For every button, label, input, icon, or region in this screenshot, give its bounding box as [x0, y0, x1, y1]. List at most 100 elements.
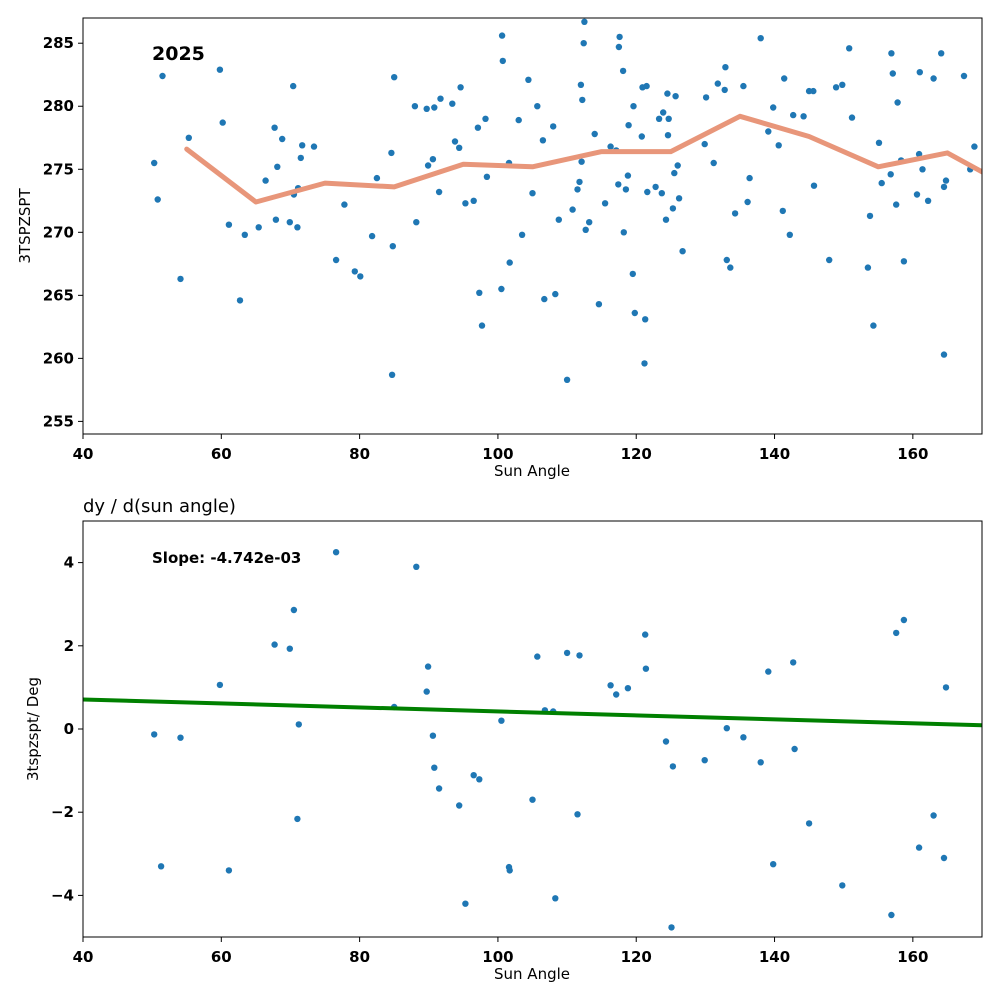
data-point — [893, 629, 900, 637]
data-point — [900, 258, 908, 265]
data-point — [555, 216, 562, 223]
data-point — [919, 166, 926, 173]
y-tick-label: 285 — [43, 34, 74, 52]
data-point — [615, 43, 623, 51]
panel-annotation: Slope: -4.742e-03 — [152, 549, 301, 567]
y-axis-label: 3tspzspt/ Deg — [24, 677, 42, 781]
data-point — [710, 159, 717, 167]
data-point — [938, 50, 945, 57]
data-point — [389, 243, 396, 250]
data-point — [431, 104, 438, 111]
data-point — [586, 219, 593, 226]
x-tick-label: 140 — [759, 948, 790, 966]
data-point — [800, 113, 807, 120]
x-tick-label: 120 — [621, 445, 652, 463]
data-point — [770, 104, 777, 111]
data-point — [294, 815, 301, 823]
data-point — [424, 162, 432, 169]
fit-line — [83, 697, 982, 728]
data-point — [658, 190, 665, 197]
data-point — [642, 665, 650, 672]
data-point — [916, 69, 923, 76]
data-point — [529, 796, 536, 803]
data-point — [310, 143, 318, 150]
data-point — [740, 82, 747, 90]
data-point — [607, 682, 614, 689]
data-point — [744, 198, 751, 206]
y-tick-label: 0 — [64, 720, 74, 738]
data-point — [669, 205, 677, 212]
data-point — [832, 84, 840, 91]
y-tick-label: 265 — [43, 286, 74, 304]
data-point — [498, 285, 505, 293]
data-point — [262, 177, 269, 184]
x-tick-label: 80 — [349, 948, 370, 966]
data-point — [576, 178, 583, 186]
x-tick-label: 140 — [759, 445, 790, 463]
data-point — [940, 351, 948, 358]
data-point — [665, 115, 672, 123]
data-point — [675, 195, 683, 202]
data-point — [642, 631, 649, 638]
data-point — [286, 645, 293, 652]
plot-area — [151, 18, 982, 383]
x-tick-label: 60 — [211, 445, 232, 463]
data-point — [660, 109, 667, 116]
data-point — [839, 81, 846, 89]
data-point — [539, 137, 547, 144]
data-point — [930, 812, 937, 819]
data-point — [474, 124, 482, 131]
data-point — [429, 156, 437, 163]
data-point — [810, 87, 817, 95]
panel-derivative: dy / d(sun angle) Slope: -4.742e-03 Sun … — [24, 496, 983, 983]
data-point — [723, 256, 730, 264]
data-point — [506, 259, 513, 266]
data-point — [616, 33, 623, 41]
data-point — [913, 191, 921, 198]
data-point — [674, 162, 681, 169]
data-point — [765, 668, 772, 675]
data-point — [652, 183, 659, 191]
data-point — [299, 142, 306, 149]
y-tick-label: 255 — [43, 412, 74, 430]
data-point — [607, 143, 614, 150]
data-point — [515, 116, 522, 124]
data-point — [664, 132, 672, 139]
data-point — [630, 103, 637, 110]
data-point — [151, 731, 158, 738]
data-point — [332, 256, 340, 264]
data-point — [225, 867, 233, 874]
data-point — [810, 182, 818, 189]
data-point — [638, 133, 645, 140]
data-point — [620, 229, 627, 236]
data-point — [271, 124, 278, 131]
data-point — [569, 206, 576, 213]
data-point — [541, 295, 548, 303]
data-point — [341, 201, 348, 208]
data-point — [574, 186, 581, 193]
data-point — [770, 861, 777, 868]
data-point — [429, 732, 437, 739]
data-point — [297, 154, 304, 162]
data-point — [563, 649, 571, 657]
data-point — [525, 76, 532, 84]
data-point — [644, 188, 651, 196]
data-point — [579, 96, 586, 104]
x-tick-label: 100 — [482, 445, 513, 463]
data-point — [672, 93, 679, 100]
data-point — [662, 216, 670, 223]
y-tick-label: 260 — [43, 349, 74, 367]
y-axis-label: 3TSPZSPT — [16, 188, 34, 264]
data-point — [498, 717, 505, 724]
data-point — [351, 268, 358, 275]
data-point — [679, 248, 686, 255]
data-point — [476, 776, 483, 783]
data-point — [255, 224, 262, 231]
data-point — [272, 216, 280, 223]
data-point — [431, 764, 438, 771]
data-point — [625, 122, 632, 129]
data-point — [671, 169, 678, 177]
data-point — [888, 911, 895, 919]
